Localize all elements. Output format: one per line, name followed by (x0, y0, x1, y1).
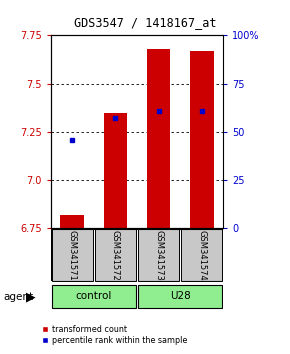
Bar (104, 113, 127, 228)
Bar (52, 229, 93, 281)
Text: ▶: ▶ (26, 291, 35, 304)
Bar (190, 51, 214, 228)
Text: control: control (76, 291, 112, 302)
Text: GSM341571: GSM341571 (68, 230, 77, 281)
Text: GSM341573: GSM341573 (154, 230, 163, 281)
Text: GSM341574: GSM341574 (197, 230, 206, 281)
Text: agent: agent (3, 292, 33, 302)
Bar (181, 229, 222, 281)
Text: GDS3547 / 1418167_at: GDS3547 / 1418167_at (74, 17, 216, 29)
Bar (52, 285, 136, 308)
Text: U28: U28 (170, 291, 191, 302)
Bar (138, 285, 222, 308)
Legend: transformed count, percentile rank within the sample: transformed count, percentile rank withi… (39, 321, 190, 348)
Bar (60, 215, 84, 228)
Bar (138, 229, 179, 281)
Text: GSM341572: GSM341572 (111, 230, 120, 281)
Bar (95, 229, 136, 281)
Bar (147, 49, 171, 228)
